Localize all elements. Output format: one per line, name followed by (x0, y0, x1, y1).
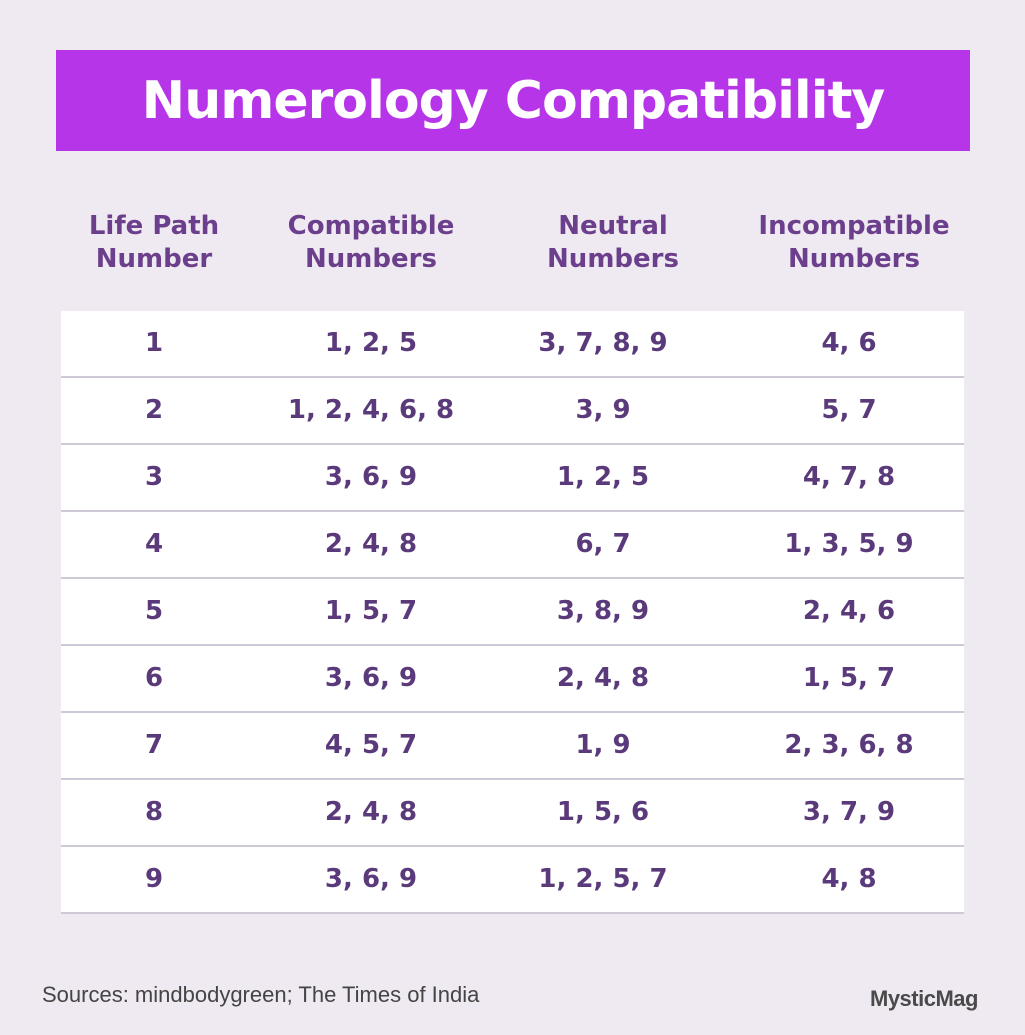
incompatible-cell: 3, 7, 9 (802, 797, 896, 827)
neutral-cell: 1, 2, 5, 7 (538, 864, 668, 894)
life-path-cell: 5 (144, 596, 164, 626)
table-row: 9 3, 6, 9 1, 2, 5, 7 4, 8 (61, 847, 964, 914)
compatible-cell: 2, 4, 8 (324, 529, 418, 559)
incompatible-cell: 2, 4, 6 (802, 596, 896, 626)
compatible-cell: 3, 6, 9 (324, 864, 418, 894)
life-path-cell: 3 (144, 462, 164, 492)
neutral-cell: 3, 9 (575, 395, 631, 425)
neutral-cell: 2, 4, 8 (556, 663, 650, 693)
title-banner: Numerology Compatibility (56, 50, 970, 151)
incompatible-cell: 5, 7 (821, 395, 877, 425)
table-row: 6 3, 6, 9 2, 4, 8 1, 5, 7 (61, 646, 964, 713)
incompatible-cell: 4, 8 (821, 864, 877, 894)
neutral-cell: 1, 5, 6 (556, 797, 650, 827)
header-compatible: Compatible Numbers (287, 211, 455, 274)
mysticmag-logo: MysticMag (870, 986, 978, 1011)
incompatible-cell: 4, 6 (821, 328, 877, 358)
life-path-cell: 2 (144, 395, 164, 425)
incompatible-cell: 4, 7, 8 (802, 462, 896, 492)
header-neutral: Neutral Numbers (547, 211, 679, 274)
table-row: 1 1, 2, 5 3, 7, 8, 9 4, 6 (61, 311, 964, 378)
life-path-cell: 4 (144, 529, 164, 559)
compatible-cell: 3, 6, 9 (324, 462, 418, 492)
incompatible-cell: 1, 3, 5, 9 (784, 529, 914, 559)
life-path-cell: 8 (144, 797, 164, 827)
table-row: 4 2, 4, 8 6, 7 1, 3, 5, 9 (61, 512, 964, 579)
compatibility-table: 1 1, 2, 5 3, 7, 8, 9 4, 6 2 1, 2, 4, 6, … (61, 311, 964, 914)
incompatible-cell: 1, 5, 7 (802, 663, 896, 693)
neutral-cell: 1, 9 (575, 730, 631, 760)
compatible-cell: 2, 4, 8 (324, 797, 418, 827)
neutral-cell: 1, 2, 5 (556, 462, 650, 492)
page-title: Numerology Compatibility (141, 70, 886, 131)
header-life-path: Life Path Number (88, 211, 220, 274)
neutral-cell: 6, 7 (575, 529, 631, 559)
table-row: 7 4, 5, 7 1, 9 2, 3, 6, 8 (61, 713, 964, 780)
compatible-cell: 1, 2, 5 (324, 328, 418, 358)
table-row: 8 2, 4, 8 1, 5, 6 3, 7, 9 (61, 780, 964, 847)
life-path-cell: 7 (144, 730, 164, 760)
life-path-cell: 6 (144, 663, 164, 693)
table-row: 2 1, 2, 4, 6, 8 3, 9 5, 7 (61, 378, 964, 445)
neutral-cell: 3, 8, 9 (556, 596, 650, 626)
table-row: 5 1, 5, 7 3, 8, 9 2, 4, 6 (61, 579, 964, 646)
life-path-cell: 1 (144, 328, 164, 358)
compatible-cell: 3, 6, 9 (324, 663, 418, 693)
compatible-cell: 4, 5, 7 (324, 730, 418, 760)
life-path-cell: 9 (144, 864, 164, 894)
table-row: 3 3, 6, 9 1, 2, 5 4, 7, 8 (61, 445, 964, 512)
header-incompatible: Incompatible Numbers (758, 211, 950, 274)
compatible-cell: 1, 5, 7 (324, 596, 418, 626)
table-header: Life Path Number Compatible Numbers Neut… (61, 210, 964, 280)
neutral-cell: 3, 7, 8, 9 (538, 328, 668, 358)
sources-text: Sources: mindbodygreen; The Times of Ind… (42, 982, 480, 1007)
compatible-cell: 1, 2, 4, 6, 8 (287, 395, 455, 425)
incompatible-cell: 2, 3, 6, 8 (784, 730, 914, 760)
